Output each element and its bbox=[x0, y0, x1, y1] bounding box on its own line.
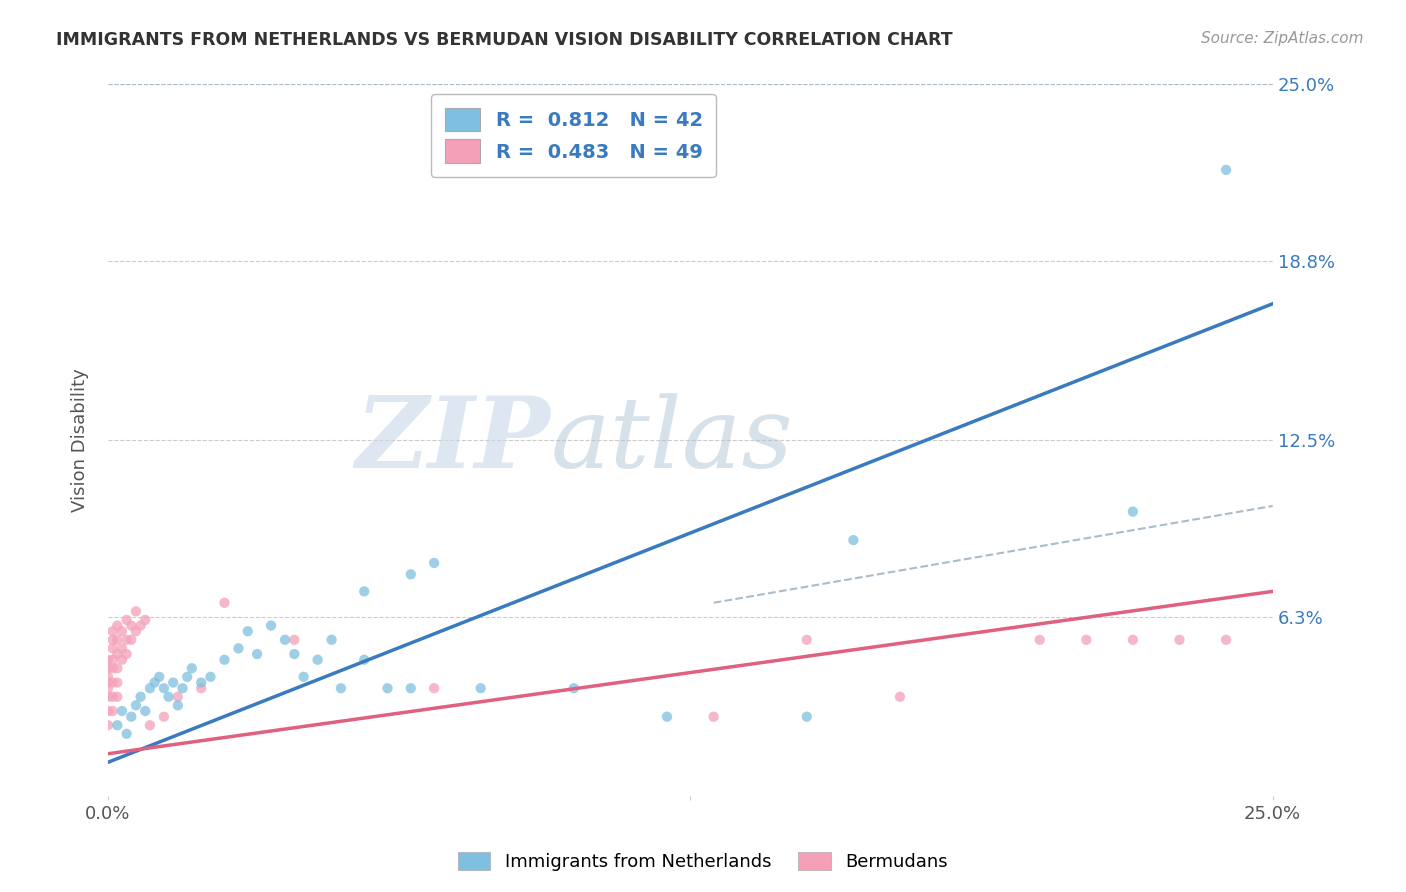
Point bbox=[105, 632, 128, 647]
Point bbox=[97, 704, 120, 718]
Point bbox=[157, 690, 180, 704]
Point bbox=[353, 584, 375, 599]
Point bbox=[562, 681, 585, 696]
Point bbox=[101, 653, 124, 667]
Point bbox=[655, 709, 678, 723]
Text: atlas: atlas bbox=[551, 392, 793, 488]
Point bbox=[115, 647, 138, 661]
Point bbox=[1215, 632, 1237, 647]
Point bbox=[796, 632, 818, 647]
Point bbox=[134, 704, 156, 718]
Point bbox=[1168, 632, 1191, 647]
Point bbox=[97, 690, 120, 704]
Point bbox=[125, 604, 148, 618]
Point bbox=[125, 698, 148, 713]
Point bbox=[172, 681, 194, 696]
Point bbox=[97, 653, 120, 667]
Point bbox=[321, 632, 343, 647]
Point bbox=[399, 681, 422, 696]
Point bbox=[353, 653, 375, 667]
Point bbox=[214, 653, 236, 667]
Point bbox=[101, 690, 124, 704]
Point bbox=[101, 704, 124, 718]
Point bbox=[139, 718, 162, 732]
Text: Source: ZipAtlas.com: Source: ZipAtlas.com bbox=[1201, 31, 1364, 46]
Legend: Immigrants from Netherlands, Bermudans: Immigrants from Netherlands, Bermudans bbox=[451, 845, 955, 879]
Point bbox=[214, 596, 236, 610]
Point bbox=[120, 709, 142, 723]
Point bbox=[1076, 632, 1098, 647]
Point bbox=[190, 675, 212, 690]
Point bbox=[97, 718, 120, 732]
Point bbox=[134, 613, 156, 627]
Point bbox=[228, 641, 250, 656]
Point bbox=[329, 681, 352, 696]
Point bbox=[105, 647, 128, 661]
Point bbox=[470, 681, 492, 696]
Point bbox=[111, 641, 134, 656]
Point bbox=[115, 727, 138, 741]
Point bbox=[111, 704, 134, 718]
Point bbox=[101, 661, 124, 675]
Point bbox=[190, 681, 212, 696]
Point bbox=[180, 661, 202, 675]
Point bbox=[796, 709, 818, 723]
Point bbox=[1215, 162, 1237, 177]
Point bbox=[148, 670, 170, 684]
Text: ZIP: ZIP bbox=[356, 392, 551, 489]
Point bbox=[97, 675, 120, 690]
Point bbox=[1122, 632, 1144, 647]
Point bbox=[274, 632, 297, 647]
Point bbox=[167, 690, 190, 704]
Point bbox=[97, 661, 120, 675]
Point bbox=[292, 670, 315, 684]
Point bbox=[105, 718, 128, 732]
Point bbox=[105, 675, 128, 690]
Legend: R =  0.812   N = 42, R =  0.483   N = 49: R = 0.812 N = 42, R = 0.483 N = 49 bbox=[432, 95, 716, 177]
Point bbox=[153, 709, 176, 723]
Y-axis label: Vision Disability: Vision Disability bbox=[72, 368, 89, 512]
Point bbox=[162, 675, 184, 690]
Point bbox=[115, 613, 138, 627]
Point bbox=[115, 632, 138, 647]
Point bbox=[1122, 505, 1144, 519]
Point bbox=[423, 681, 446, 696]
Point bbox=[377, 681, 399, 696]
Point bbox=[139, 681, 162, 696]
Point bbox=[120, 618, 142, 632]
Point bbox=[120, 632, 142, 647]
Point bbox=[236, 624, 259, 639]
Point bbox=[143, 675, 166, 690]
Point bbox=[129, 618, 152, 632]
Point bbox=[889, 690, 911, 704]
Point bbox=[283, 647, 305, 661]
Point bbox=[200, 670, 222, 684]
Point bbox=[283, 632, 305, 647]
Point bbox=[307, 653, 329, 667]
Point bbox=[111, 624, 134, 639]
Point bbox=[260, 618, 283, 632]
Point bbox=[176, 670, 198, 684]
Point bbox=[101, 675, 124, 690]
Point bbox=[101, 624, 124, 639]
Point bbox=[153, 681, 176, 696]
Point bbox=[129, 690, 152, 704]
Point bbox=[105, 618, 128, 632]
Point bbox=[167, 698, 190, 713]
Point bbox=[101, 632, 124, 647]
Text: IMMIGRANTS FROM NETHERLANDS VS BERMUDAN VISION DISABILITY CORRELATION CHART: IMMIGRANTS FROM NETHERLANDS VS BERMUDAN … bbox=[56, 31, 953, 49]
Point bbox=[97, 681, 120, 696]
Point bbox=[842, 533, 865, 548]
Point bbox=[246, 647, 269, 661]
Point bbox=[423, 556, 446, 570]
Point bbox=[101, 641, 124, 656]
Point bbox=[125, 624, 148, 639]
Point bbox=[399, 567, 422, 582]
Point bbox=[703, 709, 725, 723]
Point bbox=[1028, 632, 1050, 647]
Point bbox=[105, 690, 128, 704]
Point bbox=[105, 661, 128, 675]
Point bbox=[111, 653, 134, 667]
Point bbox=[97, 670, 120, 684]
